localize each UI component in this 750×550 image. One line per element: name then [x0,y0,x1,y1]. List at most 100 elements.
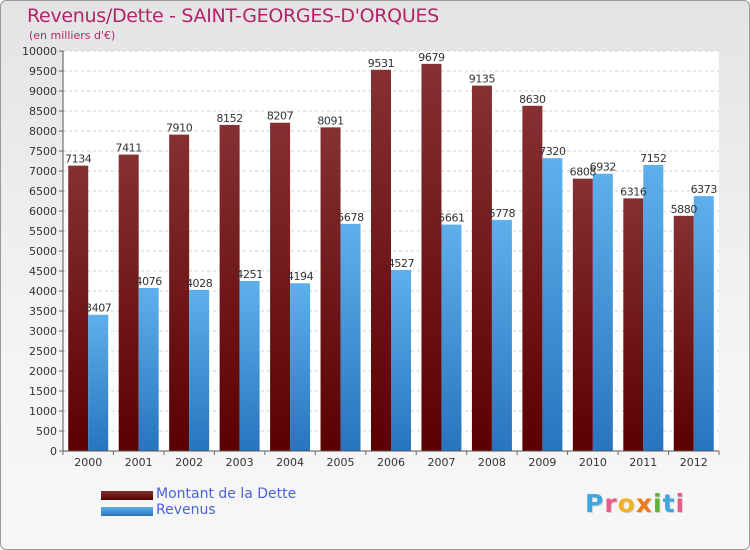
data-labels: 7134 3407 7411 4076 7910 4028 8152 4251 8207 4194… [65,51,718,315]
y-tick-label: 6000 [29,205,57,218]
data-label: 5880 [671,203,698,216]
legend-label-revenus: Revenus [156,502,216,518]
y-tick-label: 3500 [29,305,57,318]
bar-revenus [88,314,109,451]
bar-dette [673,215,694,451]
data-label: 7910 [166,122,193,135]
y-tick-label: 1500 [29,385,57,398]
data-label: 7411 [115,142,141,155]
data-label: 9135 [469,73,496,86]
data-label: 7134 [65,153,92,166]
bar-revenus [592,173,613,451]
y-tick-label: 1000 [29,405,57,418]
data-label: 7152 [640,152,666,165]
bar-revenus [340,223,361,451]
data-label: 6373 [691,183,718,196]
legend-label-dette: Montant de la Dette [156,486,297,502]
y-tick-label: 2000 [29,365,57,378]
chart-title: Revenus/Dette - SAINT-GEORGES-D'ORQUES [27,5,439,27]
y-tick-label: 8000 [29,125,57,138]
y-tick-label: 4500 [29,265,57,278]
y-tick-label: 8500 [29,105,57,118]
bar-dette [169,134,190,451]
y-tick-label: 9000 [29,85,57,98]
x-tick-label: 2007 [427,456,455,469]
logo-letter: P [585,489,605,518]
bar-revenus [693,196,714,451]
y-tick-label: 7500 [29,145,57,158]
x-tick-label: 2002 [175,456,203,469]
proxiti-logo: Proxiti [585,489,685,518]
bar-revenus [290,283,311,451]
y-tick-label: 9500 [29,65,57,78]
x-tick-label: 2008 [478,456,506,469]
chart-subtitle: (en milliers d'€) [29,29,116,42]
data-label: 8091 [317,114,343,127]
data-label: 8152 [216,112,242,125]
bar-dette [118,154,139,451]
logo-letter: x [635,489,653,518]
x-tick-label: 2010 [579,456,607,469]
bars [68,63,714,452]
y-tick-label: 4000 [29,285,57,298]
y-tick-label: 0 [50,445,57,458]
data-label: 6932 [590,161,616,174]
bar-dette [371,69,391,451]
data-label: 4527 [388,257,415,270]
y-tick-label: 7000 [29,165,57,178]
data-label: 6808 [570,166,597,179]
bar-dette [522,105,543,452]
y-tick-label: 10000 [22,45,57,58]
logo-letter: i [653,489,663,518]
x-tick-label: 2011 [629,456,657,469]
bar-revenus [138,287,159,451]
y-tick-label: 5500 [29,225,57,238]
data-label: 9531 [368,57,394,70]
x-tick-label: 2012 [680,456,708,469]
data-label: 9679 [418,51,445,64]
bar-dette [572,178,593,451]
logo-letter: t [662,489,676,518]
x-tick-label: 2009 [528,456,556,469]
x-tick-label: 2003 [226,456,254,469]
bar-dette [270,122,291,451]
bar-revenus [542,158,563,451]
data-label: 8630 [519,93,546,106]
logo-letter: o [617,489,636,518]
bar-revenus [239,280,260,451]
data-label: 3407 [85,302,112,315]
x-tick-label: 2004 [276,456,304,469]
data-label: 4028 [186,277,213,290]
bar-revenus [189,289,210,451]
bar-revenus [643,164,664,452]
bar-dette [68,165,89,451]
data-label: 4076 [135,275,162,288]
y-tick-label: 5000 [29,245,57,258]
data-label: 4194 [287,270,314,283]
x-tick-label: 2000 [74,456,102,469]
data-label: 5661 [438,212,464,225]
bar-dette [421,63,442,452]
bar-dette [219,124,240,452]
x-tick-label: 2001 [125,456,153,469]
x-tick-label: 2005 [327,456,355,469]
x-tick-label: 2006 [377,456,405,469]
bar-revenus [391,269,411,451]
logo-letter: r [604,489,618,518]
bar-dette [623,198,644,451]
y-tick-label: 6500 [29,185,57,198]
legend-swatch-dette [101,491,153,500]
bar-dette [471,85,492,451]
axes: 0 500 1000 1500 2000 2500 3000 3500 4000 4500 5000… [22,45,720,469]
data-label: 7320 [539,145,566,158]
bar-revenus [441,224,462,451]
data-label: 5678 [337,211,364,224]
y-tick-label: 3000 [29,325,57,338]
bar-dette [320,127,341,452]
bar-revenus [491,219,512,451]
data-label: 4251 [236,268,262,281]
data-label: 6316 [620,185,647,198]
legend-swatch-revenus [101,507,153,516]
